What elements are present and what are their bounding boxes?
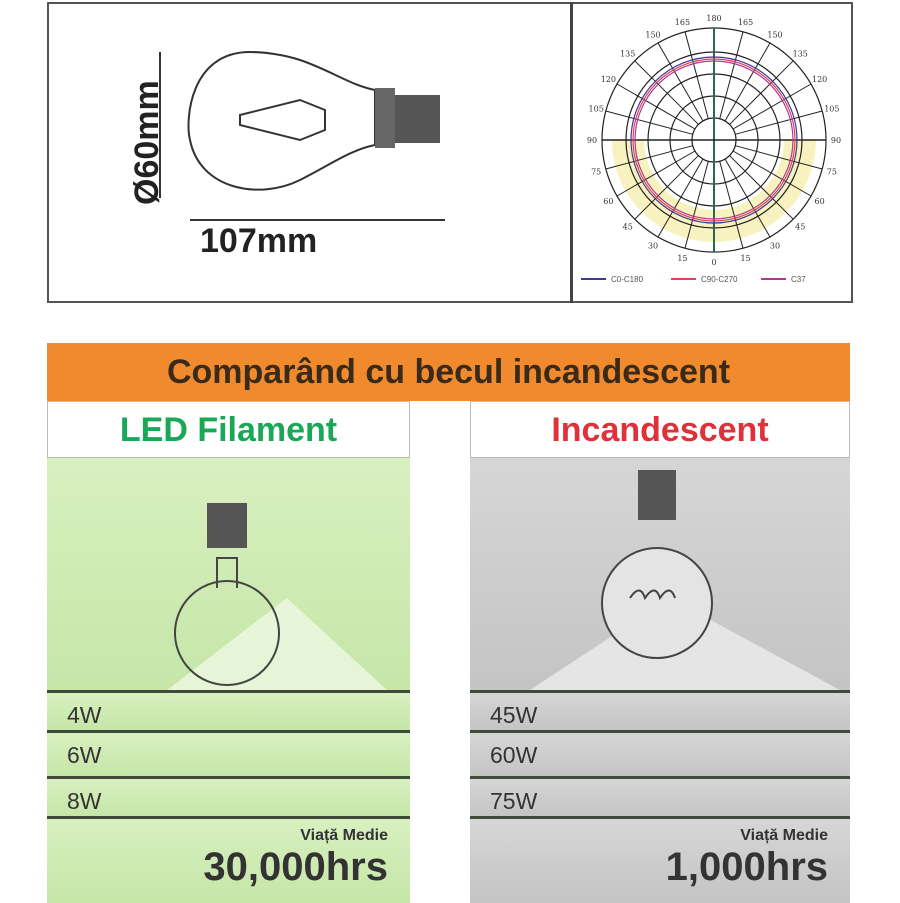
angle-label: 45	[795, 222, 805, 231]
grid-spoke	[657, 42, 704, 122]
incandescent-bulb-illustration	[470, 458, 850, 690]
grid-spoke	[732, 83, 812, 130]
angle-label: 0	[711, 258, 716, 267]
angle-label: 45	[623, 222, 633, 231]
angle-label: 90	[587, 136, 597, 145]
grid-spoke	[729, 60, 794, 125]
diameter-label: Ø60mm	[128, 80, 166, 205]
angle-label: 60	[603, 197, 613, 206]
incandescent-watt-row: 60W	[470, 730, 850, 776]
angle-label: 120	[812, 75, 827, 84]
grid-spoke	[732, 150, 812, 197]
bulb-drawing	[159, 50, 445, 221]
legend-label: C0-C180	[611, 275, 644, 284]
grid-spoke	[735, 145, 823, 170]
incandescent-watt-row: 75W	[470, 776, 850, 816]
grid-spoke	[634, 60, 699, 125]
divider	[570, 2, 573, 303]
angle-label: 30	[770, 242, 780, 251]
led-life: Viață Medie 30,000hrs	[47, 816, 410, 903]
angle-label: 75	[827, 168, 837, 177]
distribution-fill	[612, 140, 816, 242]
grid-spoke	[724, 158, 771, 238]
comparison-header: Comparând cu becul incandescent	[47, 343, 850, 401]
grid-spoke	[719, 31, 744, 119]
angle-label: 15	[740, 254, 750, 263]
angle-label: 105	[824, 104, 839, 113]
grid-spoke	[735, 110, 823, 135]
angle-label: 75	[591, 168, 601, 177]
angle-label: 150	[767, 30, 782, 39]
incandescent-title: Incandescent	[470, 401, 850, 458]
grid-spoke	[616, 83, 696, 130]
life-label: Viață Medie	[740, 827, 828, 844]
life-value: 1,000hrs	[665, 845, 828, 889]
grid-spoke	[684, 161, 709, 249]
length-label: 107mm	[200, 222, 318, 260]
distribution-curve	[632, 58, 796, 222]
life-label: Viață Medie	[300, 827, 388, 844]
led-panel: LED Filament 4W 6W 8W Viață Medie 30,000h…	[47, 401, 410, 903]
led-bulb-illustration	[47, 458, 410, 690]
angle-label: 105	[589, 104, 604, 113]
distribution-curve	[630, 56, 798, 224]
grid-spoke	[605, 110, 693, 135]
angle-label: 90	[831, 136, 841, 145]
grid-spoke	[724, 42, 771, 122]
incandescent-panel: Incandescent 45W 60W 75W Viață Medie 1,00…	[470, 401, 850, 903]
grid-spoke	[729, 155, 794, 220]
legend-label: C90-C270	[701, 275, 738, 284]
grid-spoke	[634, 155, 699, 220]
grid-spoke	[719, 161, 744, 249]
angle-label: 30	[648, 242, 658, 251]
angle-label: 150	[645, 30, 660, 39]
incandescent-life: Viață Medie 1,000hrs	[470, 816, 850, 903]
incandescent-watt-row: 45W	[470, 690, 850, 730]
led-title: LED Filament	[47, 401, 410, 458]
angle-label: 15	[677, 254, 687, 263]
legend-label: C37	[791, 275, 806, 284]
angle-label: 165	[738, 18, 753, 27]
angle-label: 180	[706, 14, 721, 23]
angle-label: 135	[620, 50, 635, 59]
grid-spoke	[616, 150, 696, 197]
dimension-panel	[47, 2, 853, 303]
led-watt-row: 4W	[47, 690, 410, 730]
grid-spoke	[657, 158, 704, 238]
angle-label: 120	[601, 75, 616, 84]
angle-label: 135	[793, 50, 808, 59]
distribution-curve	[634, 60, 794, 220]
angle-label: 165	[675, 18, 690, 27]
life-value: 30,000hrs	[203, 845, 388, 889]
grid-spoke	[605, 145, 693, 170]
led-watt-row: 8W	[47, 776, 410, 816]
grid-spoke	[684, 31, 709, 119]
angle-label: 60	[815, 197, 825, 206]
led-watt-row: 6W	[47, 730, 410, 776]
